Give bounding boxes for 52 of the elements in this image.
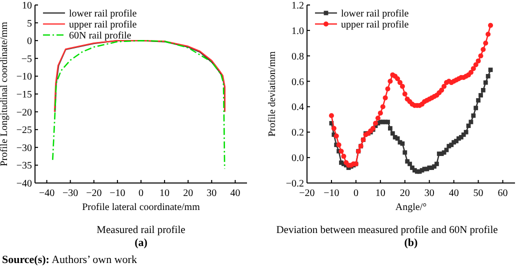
x-tick-label: 60	[498, 188, 508, 199]
x-tick-label: 40	[448, 188, 459, 199]
y-tick-label: −35	[16, 160, 32, 172]
x-tick-label: 20	[400, 188, 410, 199]
legend-label: 60N rail profile	[69, 30, 132, 42]
y-tick-label: 0.8	[292, 51, 304, 62]
legend-label: upper rail profile	[69, 20, 138, 30]
x-tick-label: 10	[160, 188, 170, 199]
legend-label: lower rail profile	[341, 8, 410, 20]
y-tick-label: −30	[16, 142, 32, 154]
x-tick-label: −20	[299, 188, 315, 199]
text: Measured rail profile	[96, 225, 186, 236]
y-tick-label: 1.2	[292, 0, 304, 12]
y-tick-label: 10	[22, 0, 32, 12]
x-tick-label: −10	[324, 188, 340, 199]
y-tick-label: −20	[16, 107, 32, 118]
x-tick-label: −40	[38, 188, 55, 199]
y-tick-label: 0.6	[292, 76, 304, 88]
x-tick-label: −20	[86, 188, 102, 199]
x-axis-title: Angle/°	[395, 202, 427, 213]
source-note: Source(s): Authors’ own work	[2, 254, 138, 266]
x-tick-label: 0	[138, 188, 144, 199]
x-tick-label: −10	[110, 188, 126, 199]
y-tick-label: −40	[16, 178, 32, 190]
text: (a)	[134, 237, 148, 249]
y-tick-label: −5	[21, 54, 32, 65]
legend-label: upper rail profile	[341, 20, 410, 30]
text: Deviation between measured profile and 60N profile	[276, 225, 498, 236]
text: (b)	[404, 237, 418, 249]
y-axis-title: Profile Longitudinal coordinate/mm	[0, 22, 10, 166]
x-tick-label: 0	[353, 188, 358, 199]
y-tick-label: 5	[27, 18, 32, 30]
y-axis-title: Profile deviation/mm	[267, 51, 278, 137]
y-tick-label: −25	[16, 125, 32, 136]
y-tick-label: −0.2	[286, 178, 304, 190]
line-series	[52, 40, 226, 170]
x-tick-label: 50	[473, 188, 484, 199]
x-tick-label: 20	[183, 188, 194, 199]
y-tick-label: −10	[16, 72, 32, 83]
x-tick-label: 40	[230, 188, 240, 199]
x-tick-label: 30	[424, 188, 434, 199]
y-tick-label: 0.4	[292, 102, 304, 114]
y-tick-label: 0.2	[292, 128, 304, 139]
y-tick-label: −15	[16, 90, 32, 100]
x-tick-label: −30	[62, 188, 78, 199]
legend-label: lower rail profile	[69, 8, 138, 20]
x-axis-title: Profile lateral coordinate/mm	[82, 202, 200, 213]
y-tick-label: 0	[27, 36, 32, 48]
y-tick-label: 1.0	[292, 26, 304, 37]
x-tick-label: 30	[206, 188, 217, 199]
y-tick-label: 0.0	[292, 153, 304, 164]
x-tick-label: 10	[375, 188, 386, 199]
